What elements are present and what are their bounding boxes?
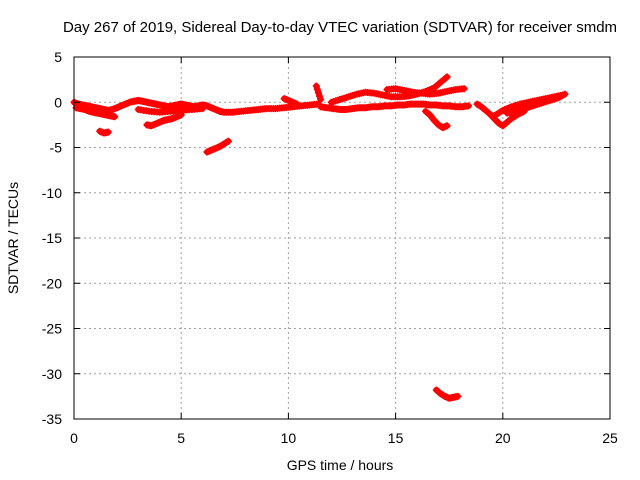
data-point (317, 96, 325, 103)
series-track-d (143, 111, 185, 130)
series-track-h (280, 95, 301, 108)
y-tick-label: 5 (54, 49, 62, 65)
series-track-c (96, 127, 112, 137)
data-point (314, 89, 322, 97)
series-track-g (216, 100, 322, 116)
x-axis-title: GPS time / hours (287, 457, 394, 473)
series-track-i (317, 100, 472, 113)
y-tick-label: -30 (42, 366, 62, 382)
label-layer: 0 5 10 15 20 25 5 0 -5 -10 -15 -20 -25 -30 -35 (42, 49, 618, 446)
data-layer (70, 73, 569, 402)
data-point (199, 105, 207, 113)
series-track-k (383, 85, 468, 98)
y-tick-label: 0 (54, 94, 62, 110)
series-track-m (312, 82, 325, 103)
series-track-p (503, 90, 569, 117)
data-point (442, 74, 450, 82)
data-point (443, 73, 451, 81)
data-point (465, 102, 472, 110)
x-tick-label: 25 (602, 430, 618, 446)
y-tick-label: -15 (42, 230, 62, 246)
series-track-l (422, 107, 451, 132)
series-track-f (203, 137, 232, 156)
data-point (224, 137, 232, 145)
x-tick-label: 0 (70, 430, 78, 446)
data-point (111, 113, 119, 121)
y-tick-label: -20 (42, 275, 62, 291)
y-tick-label: -25 (42, 321, 62, 337)
y-tick-label: -35 (42, 411, 62, 427)
chart-title: Day 267 of 2019, Sidereal Day-to-day VTE… (63, 19, 617, 36)
data-point (312, 82, 320, 90)
data-point (104, 128, 112, 136)
x-tick-label: 10 (281, 430, 297, 446)
data-point (443, 122, 451, 130)
data-point (313, 85, 321, 93)
y-tick-label: -10 (42, 185, 62, 201)
data-point (316, 92, 323, 100)
tick-layer (73, 56, 611, 420)
x-tick-label: 20 (495, 430, 511, 446)
x-tick-label: 5 (177, 430, 185, 446)
data-point (561, 90, 569, 98)
y-tick-label: -5 (50, 140, 63, 156)
series-track-e (134, 105, 207, 116)
data-point (454, 392, 462, 400)
series-track-b (72, 104, 119, 121)
x-tick-label: 15 (388, 430, 404, 446)
data-point (460, 85, 468, 93)
data-point (293, 100, 301, 108)
series-track-q (432, 386, 462, 402)
y-axis-title: SDTVAR / TECUs (5, 182, 21, 294)
